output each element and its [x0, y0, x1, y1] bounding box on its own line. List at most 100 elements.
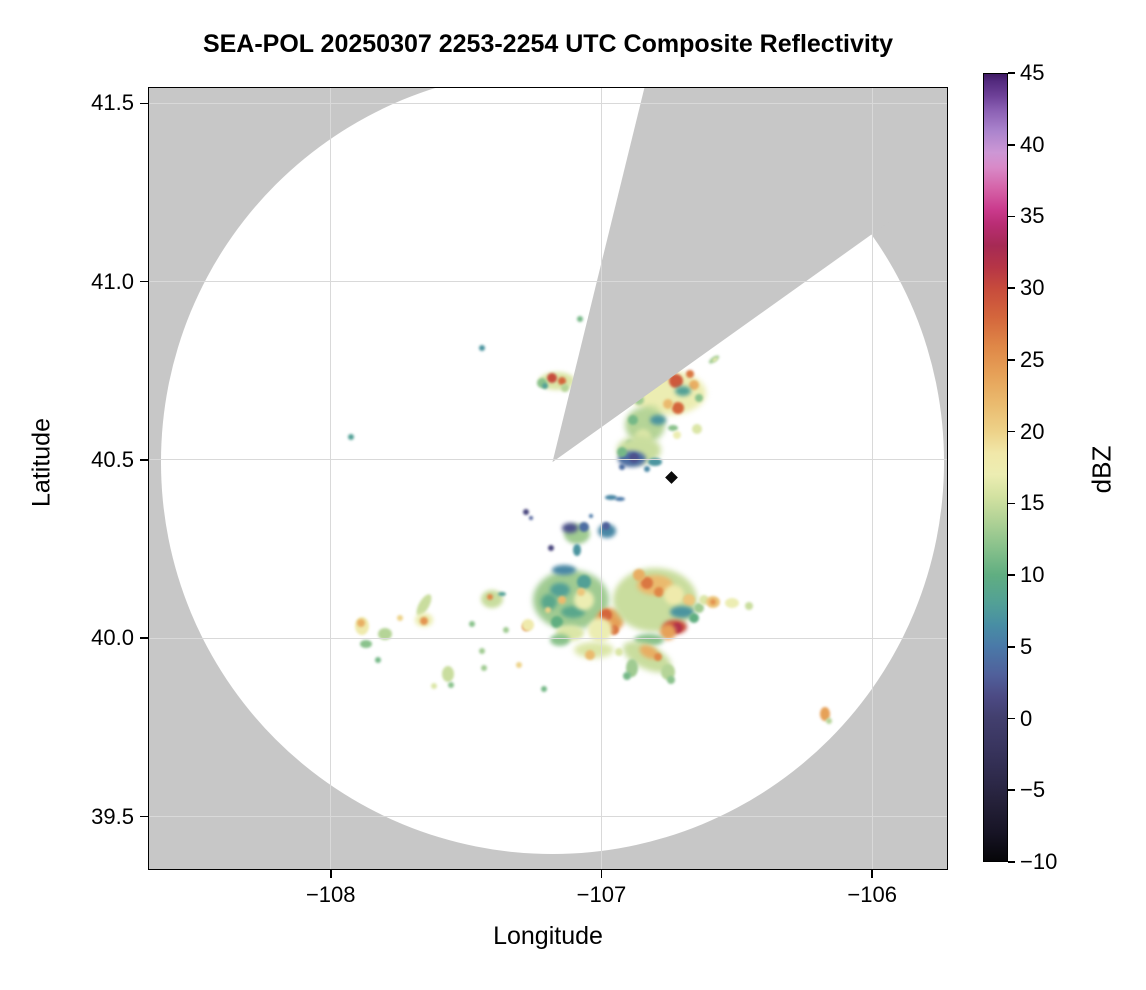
reflectivity-cell: [528, 516, 533, 521]
reflectivity-cell: [745, 602, 754, 611]
gridline-h: [148, 816, 948, 818]
reflectivity-cell: [615, 496, 626, 501]
colorbar-tick-label: 40: [1020, 131, 1045, 157]
reflectivity-cell: [633, 569, 646, 582]
reflectivity-cell: [629, 452, 640, 463]
colorbar-tick-mark: [1008, 215, 1015, 218]
reflectivity-cell: [725, 597, 740, 608]
reflectivity-cell: [374, 656, 381, 663]
reflectivity-cell: [548, 545, 555, 552]
reflectivity-cell: [689, 612, 700, 623]
reflectivity-cell: [550, 615, 563, 628]
reflectivity-cell: [664, 585, 685, 606]
colorbar-tick-label: 15: [1020, 490, 1045, 516]
reflectivity-cell: [683, 594, 696, 607]
chart-title: SEA-POL 20250307 2253-2254 UTC Composite…: [202, 30, 894, 58]
gridline-v: [330, 87, 332, 870]
colorbar-tick-mark: [1008, 717, 1015, 720]
reflectivity-cell: [662, 398, 673, 409]
reflectivity-cell: [673, 431, 682, 439]
reflectivity-cell: [561, 383, 570, 392]
colorbar-tick-label: 25: [1020, 346, 1045, 372]
reflectivity-cell: [615, 648, 624, 657]
x-tick-label: −108: [305, 882, 356, 907]
reflectivity-cell: [377, 627, 392, 640]
x-tick-label: −106: [847, 882, 897, 907]
colorbar-tick-mark: [1008, 143, 1015, 146]
reflectivity-cell: [710, 598, 717, 605]
reflectivity-cell: [558, 596, 567, 605]
reflectivity-cell: [689, 380, 700, 391]
reflectivity-cell: [541, 382, 548, 389]
reflectivity-cell: [359, 639, 372, 648]
reflectivity-cell: [480, 664, 487, 671]
x-tick-label: −107: [576, 882, 627, 907]
reflectivity-cell: [419, 617, 428, 626]
reflectivity-cell: [396, 614, 403, 621]
reflectivity-cell: [576, 316, 583, 323]
colorbar-tick-label: −5: [1020, 777, 1046, 803]
colorbar-tick-label: 5: [1020, 633, 1033, 659]
reflectivity-cell: [670, 605, 695, 618]
y-tick-mark: [140, 102, 148, 105]
reflectivity-cell: [605, 494, 618, 500]
reflectivity-cell: [672, 401, 685, 414]
reflectivity-cell: [468, 620, 475, 627]
reflectivity-cell: [649, 415, 666, 426]
reflectivity-cell: [577, 588, 586, 597]
colorbar-tick-mark: [1008, 574, 1015, 576]
x-tick-mark: [329, 870, 332, 878]
reflectivity-cell: [578, 521, 589, 532]
colorbar-tick-label: 10: [1020, 562, 1045, 588]
y-axis-label: Latitude: [27, 418, 56, 507]
reflectivity-cell: [692, 423, 703, 434]
reflectivity-cell: [577, 574, 592, 589]
y-tick-label: 40.5: [91, 446, 134, 472]
colorbar-tick-label: 30: [1020, 275, 1045, 301]
reflectivity-cell: [356, 618, 365, 627]
y-tick-label: 41.0: [91, 268, 134, 294]
reflectivity-cell: [573, 543, 582, 556]
colorbar-tick-mark: [1008, 646, 1015, 648]
y-tick-mark: [140, 459, 148, 461]
reflectivity-cell: [561, 523, 578, 534]
colorbar-tick-mark: [1008, 861, 1015, 863]
gridline-h: [148, 459, 948, 461]
colorbar-tick-mark: [1008, 72, 1015, 74]
reflectivity-cell: [540, 685, 547, 692]
reflectivity-cell: [686, 370, 695, 379]
reflectivity-cell: [628, 415, 639, 426]
reflectivity-cell: [619, 464, 626, 471]
reflectivity-cell: [659, 623, 676, 640]
reflectivity-cell: [589, 513, 594, 518]
y-tick-mark: [140, 280, 148, 283]
y-tick-mark: [140, 637, 148, 640]
reflectivity-cell: [584, 649, 595, 660]
reflectivity-cell: [669, 373, 684, 388]
reflectivity-cell: [549, 583, 570, 598]
reflectivity-cell: [675, 385, 692, 396]
map-plot-area: [148, 87, 948, 870]
colorbar-tick-mark: [1008, 430, 1015, 433]
colorbar-tick-label: −10: [1020, 849, 1058, 874]
colorbar-tick-label: 35: [1020, 203, 1045, 229]
reflectivity-cell: [699, 595, 710, 606]
reflectivity-cell: [497, 592, 506, 597]
reflectivity-cell: [552, 565, 577, 576]
reflectivity-cell: [694, 602, 705, 613]
reflectivity-cell: [653, 653, 662, 662]
reflectivity-cell: [487, 594, 494, 601]
reflectivity-cell: [601, 521, 610, 530]
gridline-h: [148, 281, 948, 283]
colorbar-label: dBZ: [1086, 445, 1117, 494]
reflectivity-cell: [654, 587, 665, 598]
x-tick-mark: [600, 870, 603, 878]
y-tick-label: 40.0: [91, 625, 134, 651]
reflectivity-cell: [672, 622, 683, 633]
reflectivity-cell: [503, 627, 510, 634]
reflectivity-cell: [667, 675, 676, 684]
colorbar-tick-mark: [1008, 359, 1015, 361]
reflectivity-cell: [521, 619, 534, 632]
gridline-h: [148, 102, 948, 104]
